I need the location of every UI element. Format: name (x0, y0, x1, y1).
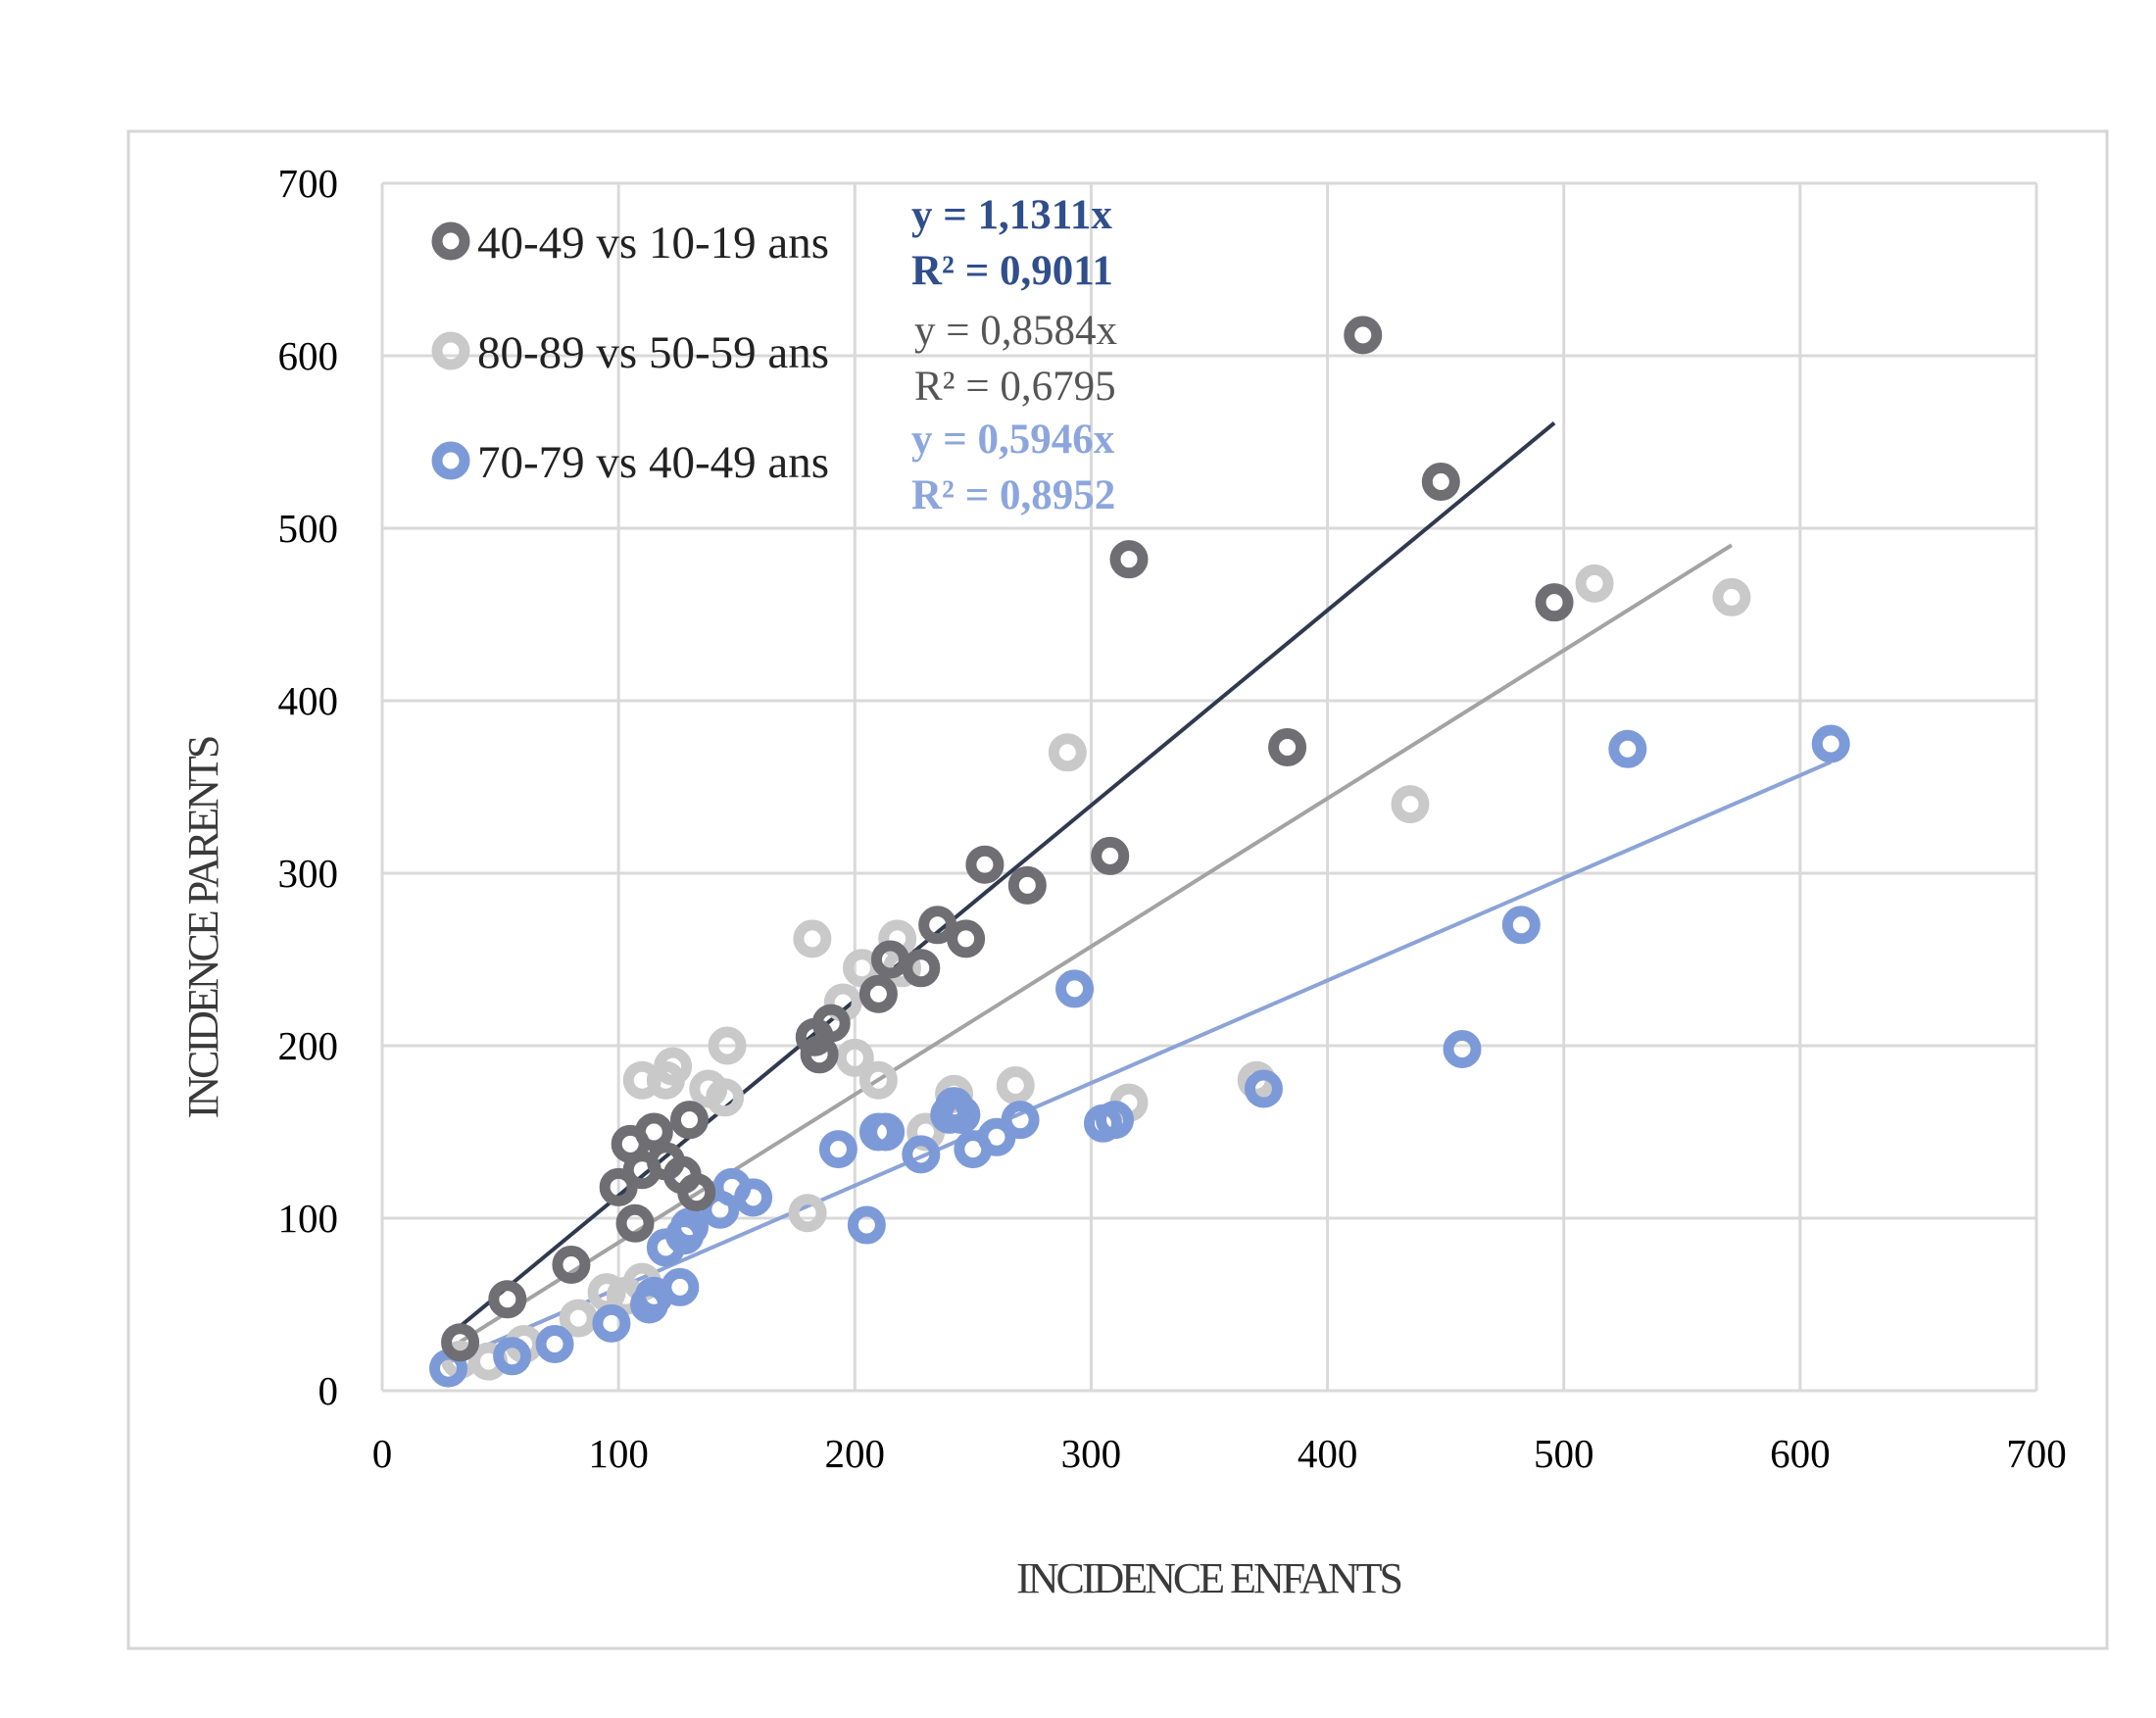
point-s0-3 (599, 1167, 638, 1206)
y-axis-title: INCIDENCE PARENTS (179, 737, 227, 1118)
point-s1-28 (1391, 785, 1430, 824)
x-tick-label-5: 500 (1534, 1431, 1594, 1476)
grid-lines (380, 181, 2038, 1393)
point-s2-7 (661, 1267, 700, 1306)
trend-r2-0: R² = 0,9011 (911, 248, 1113, 294)
point-s0-0 (441, 1323, 480, 1362)
y-tick-label-3: 300 (278, 851, 339, 896)
point-s1-12 (708, 1026, 747, 1065)
point-s1-30 (1712, 577, 1751, 616)
point-s1-11 (706, 1078, 745, 1117)
point-s2-17 (902, 1135, 941, 1174)
trend-lines (447, 421, 1833, 1364)
tick-labels: 0 100 200 300 400 500 600 700 0 100 200 300 400 500 60… (278, 161, 2067, 1476)
point-s1-18 (858, 1060, 898, 1100)
point-s0-2 (552, 1246, 591, 1285)
point-s0-20 (965, 845, 1004, 884)
point-s2-23 (1001, 1101, 1040, 1140)
point-s2-16 (866, 1112, 906, 1152)
point-s2-28 (1443, 1030, 1482, 1069)
point-s1-13 (788, 1194, 827, 1233)
data-points (429, 316, 1850, 1388)
point-s1-9 (654, 1047, 693, 1086)
point-s1-29 (1575, 564, 1614, 603)
legend-marker-1 (431, 331, 470, 370)
point-s0-17 (902, 949, 941, 988)
point-s0-22 (1091, 836, 1130, 875)
x-tick-label-4: 400 (1298, 1431, 1358, 1476)
point-s0-13 (800, 1035, 839, 1074)
y-tick-label-2: 200 (278, 1023, 339, 1068)
point-s0-18 (918, 906, 957, 945)
point-s0-7 (634, 1112, 673, 1152)
trend-equations: y = 1,1311x R² = 0,9011 y = 0,8584x R² = 0,… (911, 192, 1117, 518)
point-s0-14 (811, 1004, 851, 1043)
point-s2-13 (818, 1130, 858, 1169)
x-tick-label-2: 200 (825, 1431, 886, 1476)
point-s0-15 (858, 974, 898, 1013)
y-tick-label-4: 400 (278, 678, 339, 723)
trend-r2-2: R² = 0,8952 (911, 472, 1115, 518)
x-tick-label-1: 100 (588, 1431, 649, 1476)
point-s2-12 (734, 1178, 773, 1217)
point-s2-24 (1055, 969, 1095, 1008)
legend: 40-49 vs 10-19 ans 80-89 vs 50-59 ans 70-7… (431, 218, 829, 488)
legend-label-2: 70-79 vs 40-49 ans (477, 437, 829, 488)
legend-label-0: 40-49 vs 10-19 ans (477, 218, 829, 269)
y-tick-label-5: 500 (278, 506, 339, 551)
point-s2-20 (942, 1095, 981, 1134)
trend-equation-1: y = 0,8584x (914, 308, 1117, 354)
point-s1-25 (1048, 733, 1087, 772)
legend-marker-2 (431, 441, 470, 480)
x-tick-label-7: 700 (2006, 1431, 2067, 1476)
trend-r2-1: R² = 0,6795 (914, 364, 1116, 410)
x-tick-label-3: 300 (1061, 1431, 1122, 1476)
point-s0-10 (669, 1101, 709, 1140)
point-s0-24 (1268, 728, 1307, 767)
chart-frame (126, 129, 2109, 1650)
point-s2-29 (1501, 906, 1541, 945)
trend-line-0 (459, 421, 1556, 1328)
point-s0-11 (677, 1173, 716, 1212)
x-axis-title: INCIDENCE ENFANTS (1016, 1554, 1400, 1602)
point-s2-31 (1811, 724, 1850, 763)
point-s0-25 (1344, 316, 1383, 355)
point-s2-30 (1608, 729, 1647, 768)
point-s2-1 (493, 1337, 532, 1376)
point-s1-24 (996, 1065, 1035, 1104)
y-tick-label-0: 0 (318, 1368, 339, 1413)
point-s2-2 (535, 1324, 574, 1363)
x-tick-label-0: 0 (372, 1431, 393, 1476)
y-tick-label-1: 100 (278, 1196, 339, 1241)
legend-label-1: 80-89 vs 50-59 ans (477, 327, 829, 378)
point-s2-14 (847, 1205, 886, 1245)
point-s0-21 (1007, 865, 1047, 905)
point-s2-3 (592, 1303, 631, 1343)
y-tick-label-7: 700 (278, 161, 339, 206)
point-s1-16 (835, 1038, 874, 1077)
legend-marker-0 (431, 221, 470, 261)
point-s0-5 (615, 1203, 655, 1243)
y-tick-label-6: 600 (278, 333, 339, 378)
point-s2-27 (1244, 1069, 1283, 1108)
trend-line-2 (447, 760, 1833, 1364)
point-s0-27 (1535, 583, 1574, 622)
point-s2-26 (1096, 1101, 1135, 1140)
trend-equation-2: y = 0,5946x (911, 417, 1115, 463)
point-s1-14 (793, 919, 832, 958)
point-s2-22 (977, 1117, 1016, 1156)
point-s0-26 (1421, 462, 1460, 501)
trend-equation-0: y = 1,1311x (911, 192, 1112, 238)
x-tick-label-6: 600 (1770, 1431, 1831, 1476)
point-s0-19 (947, 919, 986, 958)
point-s0-1 (488, 1280, 527, 1319)
point-s1-3 (559, 1299, 598, 1338)
point-s0-23 (1109, 540, 1149, 579)
point-s2-9 (669, 1207, 709, 1247)
trend-line-1 (459, 543, 1733, 1344)
